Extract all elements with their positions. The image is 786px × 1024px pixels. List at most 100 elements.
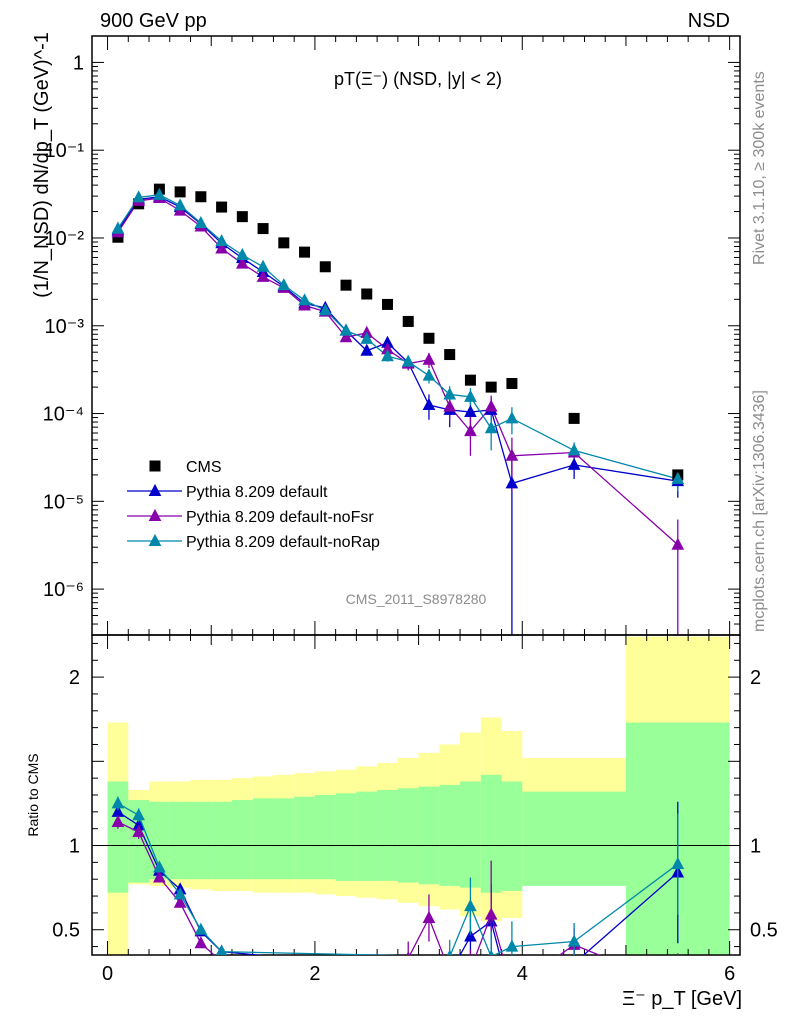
ratio-point-noFsr — [465, 964, 476, 975]
ratio-point-noRap — [505, 939, 519, 952]
data-point-noRap — [671, 471, 685, 484]
data-point-cms — [506, 377, 518, 389]
data-point-noRap — [153, 187, 166, 200]
data-point-noRap — [484, 421, 498, 434]
ratio-y-tick-label: 0.5 — [52, 920, 80, 942]
legend-marker-noFsr — [148, 508, 162, 521]
data-point-cms — [195, 191, 207, 203]
data-point-cms — [485, 381, 497, 393]
ratio-y-tick-label: 1 — [69, 836, 80, 858]
x-tick-label: 2 — [309, 963, 320, 985]
ratio-point-noRap — [132, 808, 145, 821]
main-y-tick-label: 10⁻⁴ — [43, 404, 84, 426]
data-point-noRap — [277, 278, 291, 291]
cms-uncertainty-band-inner — [501, 781, 523, 891]
legend-label-noFsr: Pythia 8.209 default-noFsr — [186, 509, 374, 526]
ratio-point-noFsr — [422, 910, 436, 923]
ratio-point-noFsr — [221, 954, 222, 955]
series-line-default — [117, 196, 678, 485]
legend-marker-default — [148, 483, 162, 496]
cms-uncertainty-band-inner — [273, 798, 295, 880]
ratio-point-default — [569, 957, 580, 968]
data-point-cms — [236, 211, 248, 223]
cms-uncertainty-band-inner — [190, 801, 212, 880]
cms-uncertainty-band-inner — [356, 791, 378, 881]
data-point-noFsr — [671, 537, 685, 550]
data-point-noFsr — [236, 256, 249, 269]
header-left: 900 GeV pp — [100, 10, 207, 32]
data-point-noRap — [443, 387, 457, 400]
legend-marker-cms — [149, 460, 161, 472]
data-point-noFsr — [422, 352, 436, 365]
x-tick-label: 4 — [517, 963, 528, 985]
data-point-noFsr — [484, 399, 498, 412]
data-point-cms — [299, 246, 311, 258]
data-point-noRap — [194, 215, 208, 229]
ratio-y-tick-label-right: 0.5 — [750, 920, 778, 942]
ratio-point-noFsr — [132, 824, 145, 838]
main-y-axis-label: (1/N_NSD) dN/dp_T (GeV)^-1 — [31, 32, 53, 298]
ratio-y-tick-label-right: 2 — [750, 667, 761, 689]
data-point-noRap — [567, 443, 581, 456]
ratio-line-noRap — [117, 802, 679, 955]
ratio-point-noRap — [567, 934, 581, 947]
main-y-tick-label: 10⁻¹ — [45, 140, 85, 162]
analysis-watermark: CMS_2011_S8978280 — [346, 591, 487, 607]
mcplots-url-label: mcplots.cern.ch [arXiv:1306.3436] — [751, 390, 768, 632]
header-right: NSD — [688, 10, 730, 32]
ratio-series-group — [111, 796, 685, 979]
cms-uncertainty-band-inner — [439, 784, 461, 886]
ratio-point-noRap — [671, 856, 685, 870]
data-point-noRap — [215, 234, 228, 247]
data-point-noFsr — [339, 330, 353, 343]
ratio-point-noRap — [153, 860, 166, 873]
ratio-point-noRap — [464, 899, 477, 912]
data-point-noRap — [173, 198, 187, 211]
ratio-point-default — [444, 968, 455, 979]
data-point-noRap — [339, 323, 353, 336]
cms-uncertainty-band-inner — [169, 801, 191, 880]
data-point-cms — [278, 237, 290, 249]
series-line-noFsr — [117, 197, 679, 546]
ratio-y-tick-label: 2 — [69, 667, 80, 689]
cms-uncertainty-band-inner — [314, 795, 336, 880]
cms-uncertainty-band-inner — [231, 800, 253, 880]
ratio-plot: 0 2 4 6 0.5 0.5 1 1 2 2 — [52, 634, 778, 985]
data-point-default — [505, 476, 519, 489]
ratio-point-noFsr — [173, 895, 187, 908]
data-point-cms — [568, 412, 580, 424]
data-point-noFsr — [256, 269, 270, 282]
ratio-point-noRap — [216, 944, 228, 955]
data-point-cms — [361, 288, 373, 300]
data-point-noRap — [318, 303, 332, 316]
ratio-point-noRap — [488, 949, 494, 955]
cms-uncertainty-band-inner — [377, 789, 398, 881]
data-point-noRap — [236, 247, 249, 260]
data-point-noFsr — [443, 399, 457, 412]
data-point-cms — [319, 261, 331, 273]
main-y-tick-label: 10⁻³ — [45, 316, 85, 338]
series-line-noRap — [117, 194, 678, 480]
data-point-noFsr — [215, 241, 228, 254]
data-point-cms — [423, 332, 435, 344]
data-point-cms — [464, 374, 476, 386]
main-plot: 10⁻⁶ 10⁻⁵ 10⁻⁴ 10⁻³ 10⁻² 10⁻¹ 1 — [43, 35, 741, 636]
ratio-point-noFsr — [484, 907, 498, 920]
cms-uncertainty-band-inner — [480, 774, 502, 893]
x-tick-label: 0 — [102, 963, 113, 985]
legend-label-noRap: Pythia 8.209 default-noRap — [186, 534, 380, 551]
ratio-y-axis-label: Ratio to CMS — [25, 753, 41, 836]
ratio-point-noFsr — [153, 870, 166, 883]
data-point-cms — [174, 186, 186, 198]
data-point-noRap — [422, 368, 436, 381]
ratio-point-noFsr — [444, 966, 455, 977]
cms-uncertainty-band-inner — [335, 793, 357, 881]
legend-marker-noRap — [148, 533, 162, 546]
main-y-tick-label: 1 — [73, 52, 84, 74]
data-point-cms — [257, 223, 269, 235]
data-point-default — [360, 343, 374, 356]
data-point-noRap — [256, 259, 270, 272]
x-axis-label: Ξ⁻ p_T [GeV] — [622, 988, 742, 1010]
data-point-noRap — [360, 331, 374, 344]
main-plot-title: pT(Ξ⁻) (NSD, |y| < 2) — [334, 69, 502, 89]
